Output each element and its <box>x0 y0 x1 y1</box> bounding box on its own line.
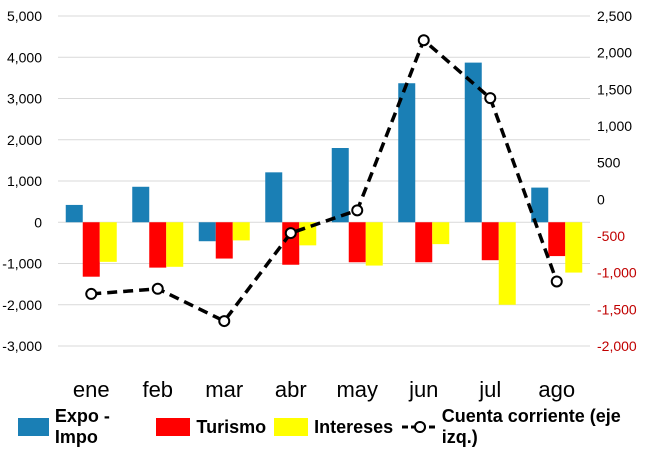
bar-expo-impo-mar <box>198 222 216 242</box>
bar-turismo-jun <box>415 222 433 263</box>
legend-label-expo-impo: Expo - Impo <box>54 406 110 447</box>
right-axis-ticks: 2,500 2,000 1,500 1,000 500 0 -500 -1,000 -1,500… <box>597 8 637 354</box>
category-label-jul: jul <box>478 377 501 402</box>
right-tick-label: -1,500 <box>597 301 637 317</box>
left-tick-label: -3,000 <box>2 338 42 354</box>
category-label-may: may <box>336 377 378 402</box>
left-tick-label: 1,000 <box>7 173 42 189</box>
bar-intereses-jun <box>432 222 450 245</box>
bar-turismo-may <box>348 222 366 263</box>
right-tick-label: -500 <box>597 228 625 244</box>
legend-swatch-cuenta-corriente <box>402 421 436 433</box>
chart-area: 5,000 4,000 3,000 2,000 1,000 0 -1,000 -2,000 -3… <box>2 8 637 402</box>
left-axis-ticks: 5,000 4,000 3,000 2,000 1,000 0 -1,000 -2,000 -3… <box>2 8 42 354</box>
bar-intereses-mar <box>232 222 250 241</box>
legend-swatch-turismo <box>156 418 191 436</box>
right-tick-label: -2,000 <box>597 338 637 354</box>
bar-intereses-ago <box>565 222 583 273</box>
left-tick-label: -2,000 <box>2 297 42 313</box>
bar-turismo-feb <box>149 222 167 268</box>
legend-item-expo-impo: Expo - Impo <box>18 406 148 448</box>
bar-turismo-ene <box>82 222 100 277</box>
category-label-abr: abr <box>275 377 307 402</box>
right-tick-label: 500 <box>597 155 621 171</box>
bar-turismo-ago <box>548 222 566 257</box>
legend-item-turismo: Turismo <box>156 417 266 438</box>
right-tick-label: 2,500 <box>597 8 632 24</box>
left-tick-label: 4,000 <box>7 49 42 65</box>
right-tick-label: 1,500 <box>597 81 632 97</box>
left-tick-label: 2,000 <box>7 132 42 148</box>
current-account-point-jun <box>417 34 430 47</box>
right-tick-label: 2,000 <box>597 45 632 61</box>
left-tick-label: 5,000 <box>7 8 42 24</box>
right-tick-label: 0 <box>597 191 605 207</box>
bar-expo-impo-feb <box>132 186 150 223</box>
current-account-point-ago <box>550 275 563 288</box>
category-label-mar: mar <box>205 377 243 402</box>
left-tick-label: -1,000 <box>2 256 42 272</box>
legend-swatch-expo-impo <box>18 418 49 436</box>
current-account-point-ene <box>85 287 98 300</box>
bar-intereses-ene <box>99 222 117 262</box>
category-label-ago: ago <box>538 377 575 402</box>
category-labels: ene feb mar abr may jun jul ago <box>73 377 575 402</box>
legend-swatch-intereses <box>274 418 309 436</box>
right-tick-label: 1,000 <box>597 118 632 134</box>
legend: Expo - Impo Turismo Intereses Cuenta cor… <box>0 406 650 447</box>
legend-label-intereses: Intereses <box>314 416 394 437</box>
category-label-jun: jun <box>408 377 438 402</box>
current-account-point-mar <box>218 315 231 328</box>
bar-turismo-jul <box>481 222 499 261</box>
current-account-point-feb <box>151 282 164 295</box>
bar-expo-impo-ene <box>65 204 83 223</box>
current-account-point-jul <box>484 92 497 105</box>
current-account-line <box>91 37 559 324</box>
bar-expo-impo-may <box>331 148 349 223</box>
bar-intereses-jul <box>498 222 516 305</box>
bars-group <box>65 62 583 305</box>
legend-label-cuenta-corriente: Cuenta corriente (eje izq.) <box>441 406 621 447</box>
bar-expo-impo-abr <box>265 172 283 223</box>
left-tick-label: 0 <box>34 214 42 230</box>
legend-label-turismo: Turismo <box>196 416 267 437</box>
current-account-point-abr <box>284 227 297 240</box>
category-label-feb: feb <box>142 377 173 402</box>
current-account-point-may <box>351 204 364 217</box>
left-tick-label: 3,000 <box>7 91 42 107</box>
bar-expo-impo-jun <box>398 83 416 223</box>
legend-item-cuenta-corriente: Cuenta corriente (eje izq.) <box>401 406 642 448</box>
category-label-ene: ene <box>73 377 110 402</box>
right-tick-label: -1,000 <box>597 265 637 281</box>
bar-expo-impo-ago <box>531 187 549 223</box>
bar-turismo-mar <box>215 222 233 259</box>
bar-expo-impo-jul <box>464 62 482 223</box>
current-account-line-group <box>85 34 563 328</box>
bar-intereses-may <box>365 222 383 266</box>
bar-intereses-feb <box>166 222 184 267</box>
legend-item-intereses: Intereses <box>274 417 393 438</box>
